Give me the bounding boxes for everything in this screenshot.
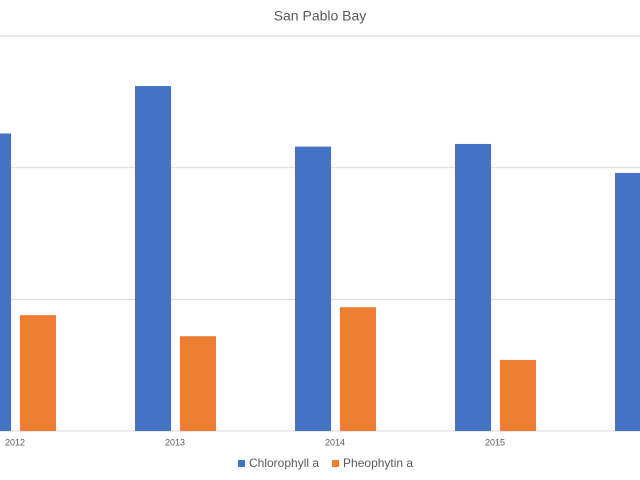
bar [20,315,56,431]
x-tick-label: 2015 [485,437,505,447]
x-tick-label: 2013 [165,437,185,447]
bar [180,336,216,431]
legend-swatch [238,460,245,467]
bar [500,359,536,431]
legend-swatch [332,460,340,467]
chart-title: San Pablo Bay [274,8,367,24]
legend-label: Pheophytin a [343,456,413,470]
legend-label: Chlorophyll a [249,456,319,470]
bar [135,86,171,432]
bar [295,146,331,431]
bar [0,133,11,431]
bar [340,307,376,431]
bar [455,143,491,431]
x-tick-label: 2012 [5,437,25,447]
x-tick-label: 2014 [325,437,345,447]
bar [615,172,640,431]
